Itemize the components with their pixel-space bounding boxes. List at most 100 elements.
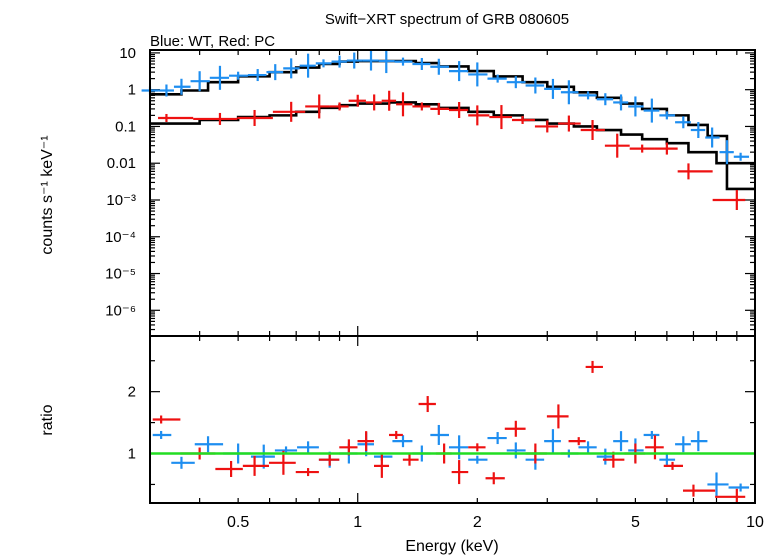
ratio-point-wt	[707, 472, 729, 497]
spectrum-point-pc	[412, 102, 431, 111]
spectrum-point-pc	[489, 105, 513, 130]
ratio-point-wt	[728, 483, 750, 492]
ratio-y-axis-label: ratio	[39, 404, 56, 435]
ratio-point-wt	[194, 436, 224, 453]
spectrum-frame	[149, 49, 756, 337]
ratio-point-pc	[268, 450, 296, 475]
data-layer	[141, 50, 755, 503]
y-tick-label: 0.01	[107, 155, 136, 172]
ratio-point-pc	[568, 437, 586, 446]
spectrum-point-pc	[348, 94, 366, 107]
spectrum-point-pc	[329, 102, 349, 111]
x-tick-label: 5	[631, 514, 640, 531]
ratio-point-wt	[675, 436, 691, 453]
ratio-point-wt	[468, 455, 488, 464]
ratio-point-wt	[171, 456, 195, 469]
ratio-point-pc	[504, 420, 526, 437]
spectrum-point-wt	[266, 64, 284, 81]
ratio-point-wt	[448, 435, 469, 460]
spectrum-point-wt	[315, 59, 332, 68]
ratio-point-pc	[585, 360, 603, 373]
spectrum-point-wt	[525, 77, 545, 94]
spectrum-point-pc	[381, 90, 397, 111]
spectrum-point-pc	[558, 115, 581, 132]
model-curve-pc	[150, 101, 755, 165]
ratio-point-pc	[318, 453, 340, 466]
ratio-point-pc	[402, 453, 419, 466]
ratio-point-wt	[297, 441, 319, 454]
spectrum-point-wt	[560, 80, 579, 105]
ratio-point-pc	[715, 488, 746, 503]
ratio-point-pc	[357, 431, 374, 452]
spectrum-point-pc	[396, 92, 413, 117]
x-tick-label: 2	[473, 514, 482, 531]
spectrum-point-wt	[173, 78, 191, 95]
ratio-point-pc	[682, 484, 716, 497]
spectrum-point-wt	[719, 140, 734, 165]
spectrum-point-pc	[604, 133, 630, 158]
ratio-point-pc	[663, 461, 683, 470]
spectrum-point-wt	[690, 122, 706, 139]
ratio-point-pc	[418, 396, 436, 413]
chart-subtitle: Blue: WT, Red: PC	[150, 33, 275, 50]
spectrum-point-wt	[643, 98, 660, 123]
model-layer	[150, 59, 755, 191]
ratio-point-pc	[468, 443, 486, 452]
ratio-point-wt	[578, 441, 597, 454]
ratio-point-wt	[690, 431, 708, 452]
spectrum-point-wt	[346, 52, 363, 69]
x-axis-label: Energy (keV)	[405, 538, 498, 555]
spectrum-point-wt	[506, 76, 526, 89]
spectrum-point-pc	[677, 163, 713, 180]
ratio-point-wt	[487, 432, 507, 445]
spectrum-point-pc	[712, 189, 746, 210]
spectrum-point-wt	[468, 62, 488, 87]
y-tick-label: 0.1	[115, 118, 136, 135]
ratio-point-pc	[485, 472, 505, 485]
spectrum-point-wt	[158, 84, 174, 97]
spectrum-point-wt	[544, 78, 561, 99]
spectrum-point-wt	[487, 74, 507, 83]
spectrum-point-pc	[365, 94, 382, 111]
spectrum-point-pc	[448, 102, 469, 119]
ratio-point-pc	[389, 430, 403, 439]
frame-layer	[149, 49, 756, 504]
spectrum-point-wt	[378, 50, 395, 74]
x-tick-label: 10	[746, 514, 764, 531]
y-tick-label: 2	[128, 384, 136, 401]
y-tick-label: 10⁻⁶	[105, 302, 136, 319]
spectrum-point-pc	[272, 101, 306, 122]
spectrum-point-pc	[193, 112, 238, 125]
x-tick-label: 0.5	[227, 514, 249, 531]
spectrum-point-wt	[628, 96, 644, 117]
ratio-point-wt	[152, 430, 172, 439]
spectrum-point-wt	[448, 61, 469, 82]
spectrum-point-wt	[299, 53, 316, 78]
y-tick-label: 10⁻⁵	[105, 266, 136, 283]
spectrum-point-pc	[158, 113, 194, 122]
ratio-point-pc	[152, 415, 181, 424]
chart-title: Swift−XRT spectrum of GRB 080605	[325, 11, 569, 28]
ratio-point-wt	[596, 448, 614, 465]
spectrum-point-wt	[596, 93, 614, 106]
ratio-point-pc	[215, 460, 243, 477]
spectrum-point-wt	[578, 91, 597, 100]
spectrum-point-pc	[654, 142, 678, 155]
ratio-point-wt	[506, 442, 526, 459]
ratio-point-pc	[451, 460, 469, 485]
spectrum-point-wt	[331, 55, 347, 68]
spectrum-point-pc	[512, 115, 535, 124]
spectrum-point-wt	[283, 58, 300, 79]
ratio-point-wt	[643, 430, 660, 439]
spectrum-point-wt	[247, 69, 267, 82]
spectrum-point-pc	[580, 120, 605, 141]
ratio-point-wt	[544, 429, 561, 454]
spectrum-point-pc	[629, 144, 655, 153]
y-tick-label: 10⁻⁴	[105, 229, 136, 246]
ratio-point-pc	[295, 468, 319, 477]
spectrum-point-wt	[209, 65, 230, 90]
x-tick-label: 1	[353, 514, 362, 531]
y-tick-label: 10	[119, 45, 136, 62]
tick-labels-layer: 10 1 0.1 0.01 10⁻³ 10⁻⁴ 10⁻⁵ 10⁻⁶ 2 1 0.5 1 2 5 10	[105, 45, 764, 531]
spectrum-point-wt	[190, 71, 210, 92]
